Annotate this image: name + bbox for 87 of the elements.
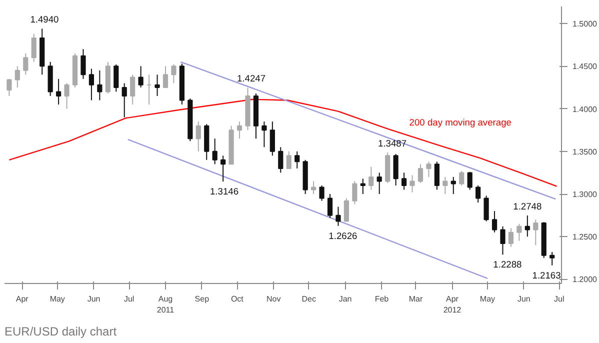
candlestick [23, 52, 28, 76]
candlestick [310, 180, 316, 195]
candlestick [130, 74, 136, 106]
candlestick [286, 150, 292, 169]
x-tick-label: Mar [408, 294, 424, 304]
candlestick [336, 206, 341, 226]
x-tick-label: Jun [87, 294, 100, 304]
candlestick [393, 153, 398, 186]
candlestick [418, 164, 424, 184]
x-tick-label: Aug 2011 [156, 294, 175, 314]
candlestick [294, 150, 300, 169]
y-tick-label: 1.2500 [572, 232, 598, 242]
y-tick-label: 1.2000 [572, 275, 598, 284]
candlestick [508, 228, 514, 248]
candlestick [56, 78, 62, 106]
candlestick [352, 180, 358, 205]
candlestick [220, 155, 226, 182]
candlestick [212, 138, 218, 165]
x-tick-label: Jul [124, 294, 134, 304]
candlestick [550, 251, 555, 266]
candlestick [476, 184, 481, 204]
x-tick-label: May [50, 294, 65, 304]
x-tick-label: Dec [302, 294, 316, 304]
x-tick-label: Jun [517, 294, 530, 304]
candlestick [138, 66, 144, 88]
candlestick [376, 172, 382, 195]
x-tick-label: Sep [194, 294, 210, 304]
candlestick [14, 66, 20, 88]
annotation: 1.2748 [513, 201, 542, 212]
y-tick-label: 1.4500 [572, 62, 598, 72]
x-tick-label: Oct [230, 294, 244, 304]
y-tick-label: 1.4000 [572, 104, 598, 114]
x-tick-label: Jan [338, 294, 352, 304]
candlestick [327, 194, 333, 218]
candlestick [492, 210, 498, 233]
candlestick [434, 161, 440, 190]
x-tick-label: May [480, 294, 496, 304]
candlestick [524, 214, 530, 238]
x-tick-label: Jul [554, 294, 564, 304]
candlestick [426, 161, 432, 178]
candlestick [236, 121, 242, 140]
line-series [8, 98, 558, 187]
candlestick [450, 176, 456, 195]
candlestick [500, 226, 506, 256]
annotation: 1.2288 [493, 260, 522, 270]
candlestick [122, 82, 127, 118]
annotation: 1.2163 [532, 270, 561, 280]
candlestick [401, 172, 407, 190]
x-tick-label: Feb [374, 294, 390, 304]
x-tick-label: Apr [16, 294, 29, 304]
candlestick [162, 66, 168, 88]
candlestick [516, 223, 522, 242]
text: EUR/USD daily chart [4, 324, 118, 338]
candlestick [6, 78, 12, 96]
annotation: 1.4940 [30, 14, 59, 25]
candlestick [64, 82, 70, 110]
annotation: 1.3487 [378, 138, 407, 148]
x-tick-label: Nov [266, 294, 281, 304]
candlestick [410, 174, 415, 193]
candlestick [154, 74, 160, 96]
candlestick [459, 170, 464, 186]
y-tick-label: 1.5000 [572, 20, 598, 29]
annotation: 1.4247 [237, 74, 266, 84]
candlestick [484, 195, 489, 222]
candlestick [344, 198, 350, 222]
candlestick [360, 178, 366, 195]
candlestick [97, 70, 102, 101]
candlestick [278, 146, 284, 174]
annotation: 1.2626 [328, 230, 358, 241]
candlestick [88, 68, 94, 101]
candlestick [270, 121, 275, 156]
y-tick-label: 1.3000 [572, 190, 598, 200]
x-tick-label: Apr 2012 [443, 294, 462, 314]
candlestick [319, 184, 324, 202]
annotation: 1.3146 [210, 186, 239, 197]
y-tick-label: 1.3500 [572, 147, 598, 156]
candlestick [196, 121, 201, 152]
candlestick [533, 219, 538, 246]
candlestick [80, 48, 86, 80]
series-label: 200 day moving average [409, 117, 512, 128]
candlestick [114, 64, 119, 92]
candlestick [467, 171, 472, 190]
candlestick [368, 166, 374, 190]
candlestick [31, 33, 36, 62]
candlestick [171, 64, 176, 84]
candlestick [442, 176, 448, 195]
candlestick [262, 121, 267, 148]
